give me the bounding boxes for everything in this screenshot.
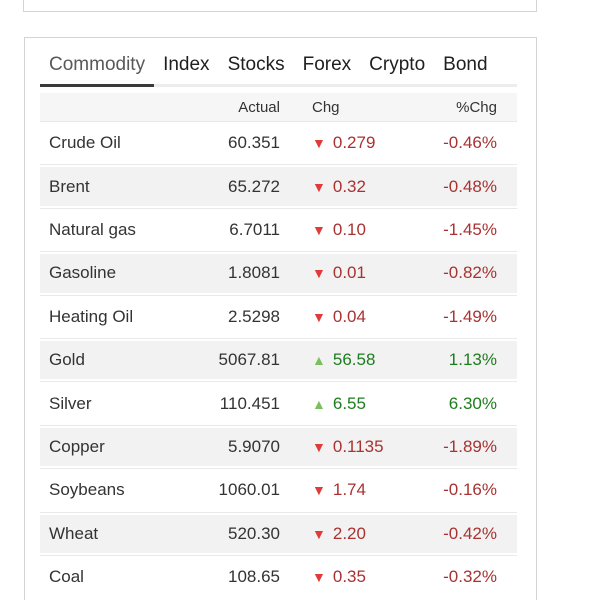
tab-forex[interactable]: Forex xyxy=(302,54,352,75)
change-value: 0.04 xyxy=(332,306,366,326)
up-triangle-icon: ▲ xyxy=(312,395,326,412)
markets-widget-card: Commodity Index Stocks Forex Crypto Bond… xyxy=(24,37,537,600)
table-row-heating-oil[interactable]: Heating Oil 2.5298 ▼ 0.04 -1.49% xyxy=(40,294,517,338)
tab-bond[interactable]: Bond xyxy=(443,54,488,75)
actual-value: 1.8081 xyxy=(228,263,280,283)
actual-value: 6.7011 xyxy=(229,219,280,239)
change-value: 6.55 xyxy=(332,393,366,413)
table-row-crude-oil[interactable]: Crude Oil 60.351 ▼ 0.279 -0.46% xyxy=(40,121,517,164)
tab-index[interactable]: Index xyxy=(163,54,210,75)
market-tabs: Commodity Index Stocks Forex Crypto Bond xyxy=(40,48,517,87)
tab-crypto[interactable]: Crypto xyxy=(369,54,426,75)
table-row-gold[interactable]: Gold 5067.81 ▲ 56.58 1.13% xyxy=(40,337,517,382)
commodity-name: Brent xyxy=(49,176,90,196)
table-row-copper[interactable]: Copper 5.9070 ▼ 0.1135 -1.89% xyxy=(40,424,517,469)
down-triangle-icon: ▼ xyxy=(312,569,326,586)
commodity-name: Gasoline xyxy=(49,263,117,283)
down-triangle-icon: ▼ xyxy=(312,308,326,325)
percent-change-value: -0.82% xyxy=(443,263,497,283)
previous-widget-bottom-edge xyxy=(23,0,537,12)
percent-change-value: -1.49% xyxy=(443,306,497,326)
change-value: 56.58 xyxy=(332,350,376,370)
down-triangle-icon: ▼ xyxy=(312,178,326,195)
commodity-name: Wheat xyxy=(49,523,99,543)
commodity-name: Copper xyxy=(49,436,105,456)
commodity-name: Gold xyxy=(49,350,85,370)
actual-value: 5.9070 xyxy=(228,436,280,456)
change-value: 2.20 xyxy=(332,523,366,543)
percent-change-value: 6.30% xyxy=(448,393,497,413)
table-header-row: Actual Chg %Chg xyxy=(40,93,517,121)
table-row-wheat[interactable]: Wheat 520.30 ▼ 2.20 -0.42% xyxy=(40,511,517,555)
down-triangle-icon: ▼ xyxy=(312,265,326,282)
actual-value: 60.351 xyxy=(228,133,280,153)
table-row-silver[interactable]: Silver 110.451 ▲ 6.55 6.30% xyxy=(40,381,517,424)
percent-change-value: -0.32% xyxy=(443,567,497,587)
actual-value: 1060.01 xyxy=(218,480,280,500)
down-triangle-icon: ▼ xyxy=(312,221,326,238)
tab-commodity[interactable]: Commodity xyxy=(40,48,155,87)
percent-change-value: -0.16% xyxy=(443,480,497,500)
header-actual: Actual xyxy=(238,98,280,116)
commodity-table: Actual Chg %Chg Crude Oil 60.351 ▼ 0.279 … xyxy=(40,93,517,598)
change-value: 1.74 xyxy=(332,480,366,500)
header-chg: Chg xyxy=(312,98,340,116)
change-value: 0.35 xyxy=(332,567,366,587)
change-value: 0.01 xyxy=(332,263,366,283)
commodity-name: Crude Oil xyxy=(49,133,121,153)
down-triangle-icon: ▼ xyxy=(312,482,326,499)
change-value: 0.10 xyxy=(332,219,366,239)
percent-change-value: 1.13% xyxy=(448,350,497,370)
table-row-soybeans[interactable]: Soybeans 1060.01 ▼ 1.74 -0.16% xyxy=(40,468,517,511)
down-triangle-icon: ▼ xyxy=(312,135,326,152)
table-row-brent[interactable]: Brent 65.272 ▼ 0.32 -0.48% xyxy=(40,164,517,208)
commodity-name: Soybeans xyxy=(49,480,125,500)
down-triangle-icon: ▼ xyxy=(312,438,326,455)
change-value: 0.32 xyxy=(332,176,366,196)
change-value: 0.1135 xyxy=(332,436,384,456)
percent-change-value: -0.42% xyxy=(443,523,497,543)
commodity-name: Coal xyxy=(49,567,84,587)
table-row-gasoline[interactable]: Gasoline 1.8081 ▼ 0.01 -0.82% xyxy=(40,251,517,295)
up-triangle-icon: ▲ xyxy=(312,352,326,369)
actual-value: 65.272 xyxy=(228,176,280,196)
commodity-name: Heating Oil xyxy=(49,306,134,326)
percent-change-value: -0.48% xyxy=(443,176,497,196)
table-row-coal[interactable]: Coal 108.65 ▼ 0.35 -0.32% xyxy=(40,554,517,598)
actual-value: 108.65 xyxy=(228,567,280,587)
down-triangle-icon: ▼ xyxy=(312,525,326,542)
commodity-name: Natural gas xyxy=(49,219,136,239)
header-pchg: %Chg xyxy=(456,98,497,116)
commodity-name: Silver xyxy=(49,393,92,413)
percent-change-value: -0.46% xyxy=(443,133,497,153)
change-value: 0.279 xyxy=(332,133,376,153)
actual-value: 5067.81 xyxy=(218,350,280,370)
table-row-natural-gas[interactable]: Natural gas 6.7011 ▼ 0.10 -1.45% xyxy=(40,207,517,251)
actual-value: 110.451 xyxy=(219,393,280,413)
percent-change-value: -1.45% xyxy=(443,219,497,239)
actual-value: 2.5298 xyxy=(228,306,280,326)
tab-stocks[interactable]: Stocks xyxy=(227,54,285,75)
actual-value: 520.30 xyxy=(228,523,280,543)
percent-change-value: -1.89% xyxy=(443,436,497,456)
